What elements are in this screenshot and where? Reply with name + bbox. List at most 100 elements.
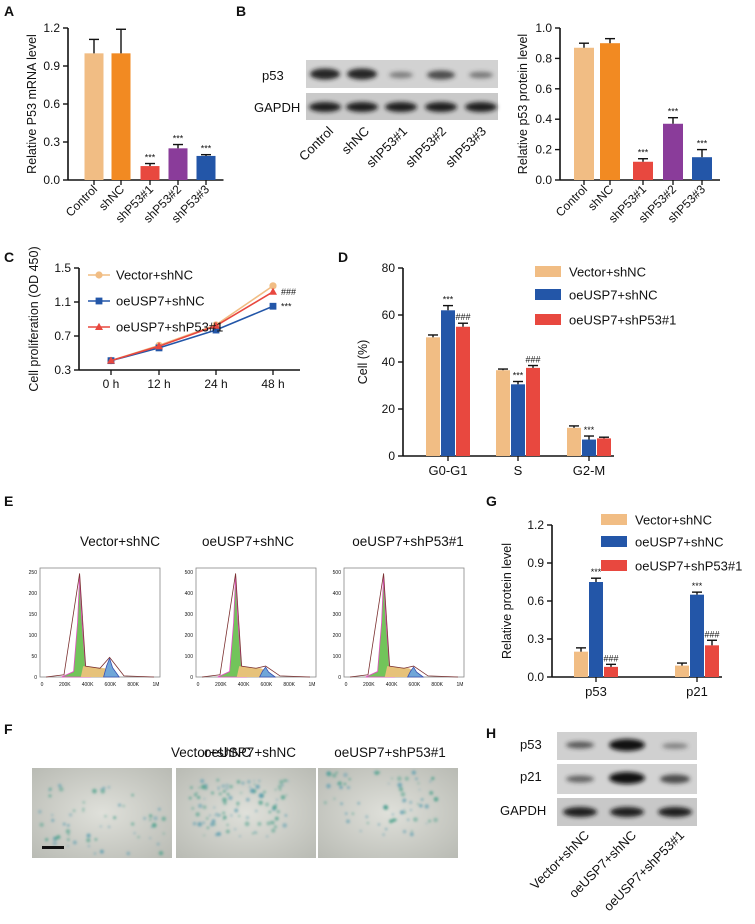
flow-y-tick-label: 200 [185, 633, 194, 639]
flow-y-tick-label: 400 [185, 591, 194, 597]
stain-speck [104, 815, 107, 818]
stain-speck [265, 802, 269, 807]
stain-speck [236, 805, 239, 807]
flow-x-tick-label: 400K [238, 682, 250, 688]
bar [597, 438, 611, 456]
data-point [269, 287, 277, 295]
bar [111, 53, 131, 181]
stain-speck [195, 791, 199, 794]
western-blot-h: p53 p21 GAPDH Vector+shNC oeUSP7+shNC oe… [500, 732, 697, 914]
stain-speck [131, 793, 134, 797]
legend-marker [95, 297, 103, 305]
stain-speck [221, 784, 226, 788]
significance-label: *** [591, 567, 602, 577]
stain-speck [411, 830, 413, 833]
bar [633, 161, 653, 180]
stain-speck [410, 832, 414, 837]
stain-speck [391, 813, 394, 816]
bar [589, 582, 603, 677]
stain-speck [190, 786, 193, 789]
stain-speck [418, 788, 421, 791]
stain-speck [404, 776, 409, 781]
stain-speck [411, 770, 416, 775]
flow-x-tick-label: 1M [457, 682, 464, 688]
stain-speck [413, 818, 415, 821]
stain-speck [203, 797, 206, 800]
stain-speck [416, 803, 419, 806]
bar [600, 43, 620, 181]
x-tick-label: G0-G1 [428, 463, 467, 478]
blot-b-row-label: GAPDH [254, 100, 300, 115]
stain-speck [226, 823, 229, 827]
x-tick-label: S [514, 463, 523, 478]
stain-speck [226, 793, 230, 796]
y-tick-label: 0.3 [527, 632, 544, 646]
panel-label-f: F [4, 721, 13, 737]
stain-speck [255, 809, 258, 813]
bar [690, 594, 704, 677]
data-point [269, 302, 277, 310]
stain-speck [143, 816, 147, 820]
y-tick-label: 1.0 [535, 21, 552, 35]
stain-speck [130, 822, 135, 826]
stain-speck [397, 776, 402, 781]
stain-speck [348, 778, 351, 781]
flow-y-tick-label: 200 [333, 633, 342, 639]
stain-speck [66, 845, 70, 848]
legend-swatch [535, 314, 561, 325]
flow-x-tick-label: 200K [363, 682, 375, 688]
panel-label-a: A [4, 3, 14, 19]
flow-x-tick-label: 800K [283, 682, 295, 688]
flow-y-tick-label: 200 [29, 591, 38, 597]
stain-speck [113, 816, 117, 819]
flow-y-tick-label: 500 [333, 570, 342, 576]
y-axis-title: Relative protein level [500, 543, 514, 659]
stain-speck [258, 793, 264, 799]
stain-speck [277, 784, 282, 789]
stain-speck [222, 789, 226, 793]
stain-speck [400, 810, 404, 815]
stain-speck [373, 771, 376, 774]
stain-speck [335, 771, 338, 774]
stain-speck [268, 810, 272, 814]
significance-label: *** [697, 139, 708, 149]
panel-label-d: D [338, 249, 348, 265]
blot-b-lane-label: shP53#1 [363, 124, 410, 171]
stain-speck [400, 792, 406, 797]
stain-speck [274, 825, 277, 829]
stain-speck [203, 834, 206, 837]
y-tick-label: 1.1 [54, 295, 71, 309]
stain-speck [402, 830, 407, 834]
stain-speck [230, 814, 233, 817]
stain-speck [203, 785, 208, 790]
stain-speck [38, 810, 42, 814]
stain-speck [198, 803, 203, 808]
stain-speck [149, 818, 152, 822]
stain-speck [241, 781, 245, 785]
stain-speck [332, 773, 337, 778]
blot-h-row-label: GAPDH [500, 803, 546, 818]
blot-h-band [662, 743, 688, 749]
blot-h-band [566, 775, 594, 783]
stain-speck [433, 796, 439, 802]
y-tick-label: 0.4 [535, 112, 552, 126]
flow-x-tick-label: 1M [153, 682, 160, 688]
y-tick-label: 0.0 [535, 173, 552, 187]
stain-speck [279, 788, 282, 791]
blot-b-band [346, 102, 378, 112]
blot-h-band [609, 772, 645, 784]
data-point [155, 342, 163, 350]
flow-y-tick-label: 0 [190, 675, 193, 681]
stain-speck [210, 822, 214, 827]
legend-label: oeUSP7+shNC [635, 535, 724, 550]
stain-speck [359, 829, 362, 833]
stain-speck [429, 780, 432, 783]
flow-x-tick-label: 0 [41, 682, 44, 688]
blot-b-lane-label: shP53#3 [442, 124, 489, 171]
stain-speck [413, 817, 418, 822]
flow-y-tick-label: 100 [29, 633, 38, 639]
stain-speck [108, 825, 111, 828]
stain-speck [223, 815, 227, 820]
stain-speck [39, 822, 44, 827]
significance-label: ### [603, 653, 618, 663]
